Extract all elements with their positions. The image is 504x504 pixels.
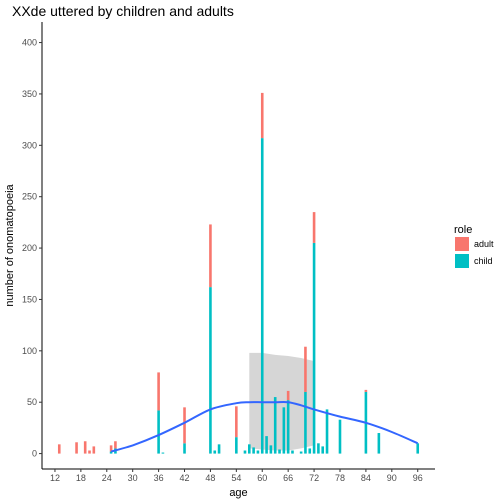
bar-child — [304, 391, 307, 454]
legend-label-child: child — [474, 256, 493, 266]
bar-adult — [75, 442, 78, 454]
x-tick-label: 18 — [76, 473, 86, 483]
y-tick-label: 150 — [22, 294, 37, 304]
x-tick-label: 90 — [387, 473, 397, 483]
x-tick-label: 78 — [335, 473, 345, 483]
bar-adult — [114, 441, 117, 449]
bar-child — [416, 443, 420, 454]
x-tick-label: 30 — [128, 473, 138, 483]
bar-child — [325, 409, 329, 454]
y-tick-label: 0 — [32, 449, 37, 459]
x-tick-label: 24 — [102, 473, 112, 483]
bar-child — [317, 443, 320, 454]
y-tick-label: 250 — [22, 192, 37, 202]
bar-child — [278, 449, 281, 454]
bar-child — [213, 450, 217, 454]
bar-child — [312, 242, 316, 454]
bar-child — [321, 446, 325, 454]
x-tick-label: 84 — [361, 473, 371, 483]
y-axis-title: number of onomatopoeia — [4, 183, 16, 306]
y-tick-label: 200 — [22, 243, 37, 253]
bar-child — [260, 138, 264, 454]
x-tick-label: 36 — [154, 473, 164, 483]
bar-child — [217, 444, 221, 454]
bar-child — [269, 445, 273, 454]
bar-child — [377, 433, 381, 454]
x-tick-label: 54 — [231, 473, 241, 483]
y-tick-label: 350 — [22, 89, 37, 99]
smooth-line — [110, 400, 419, 453]
bar-adult — [312, 212, 316, 243]
x-tick-label: 60 — [257, 473, 267, 483]
bar-child — [256, 450, 260, 454]
bar-child — [248, 444, 251, 454]
bar-adult — [57, 444, 61, 454]
bar-child — [282, 407, 286, 454]
legend-key-child — [455, 254, 469, 268]
bar-adult — [109, 445, 113, 452]
bar-child — [157, 410, 160, 454]
bar-adult — [83, 441, 87, 454]
legend: role adult child — [454, 224, 494, 268]
bar-adult — [92, 446, 96, 454]
bar-child — [161, 452, 165, 454]
bar-adult — [157, 372, 160, 411]
bar-child — [338, 419, 342, 454]
bar-child — [299, 451, 303, 454]
chart-title: XXde uttered by children and adults — [12, 3, 234, 19]
y-tick-label: 50 — [27, 397, 37, 407]
x-tick-label: 48 — [205, 473, 215, 483]
bar-child — [109, 451, 113, 454]
bar-child — [273, 397, 277, 454]
bar-adult — [209, 224, 212, 288]
bar-adult — [235, 406, 238, 438]
y-tick-label: 100 — [22, 346, 37, 356]
smooth-line-layer — [110, 400, 419, 453]
bar-child — [265, 436, 268, 454]
bar-adult — [286, 390, 290, 401]
x-tick-label: 12 — [50, 473, 60, 483]
legend-title: role — [454, 224, 472, 236]
bar-child — [183, 443, 186, 454]
y-tick-label: 400 — [22, 38, 37, 48]
bar-adult — [183, 407, 186, 444]
x-tick-label: 96 — [413, 473, 423, 483]
bar-child — [286, 400, 290, 454]
bar-child — [291, 450, 294, 454]
x-tick-label: 72 — [309, 473, 319, 483]
x-tick-label: 66 — [283, 473, 293, 483]
y-tick-label: 300 — [22, 140, 37, 150]
bars-layer — [57, 92, 420, 454]
x-tick-label: 42 — [180, 473, 190, 483]
bar-adult — [304, 346, 307, 392]
x-axis-title: age — [229, 487, 247, 499]
bar-child — [235, 437, 238, 454]
legend-key-adult — [455, 237, 469, 251]
bar-adult — [364, 389, 368, 392]
axes-layer: 12 18 24 30 36 42 48 54 60 66 72 78 84 90 96 0 50 100 150 2… — [22, 22, 435, 483]
bar-child — [209, 287, 212, 454]
bar-child — [243, 450, 247, 454]
legend-label-adult: adult — [474, 239, 494, 249]
bar-adult — [260, 92, 264, 139]
bar-child — [252, 447, 255, 454]
bar-child — [308, 448, 312, 454]
bar-adult — [88, 450, 91, 454]
